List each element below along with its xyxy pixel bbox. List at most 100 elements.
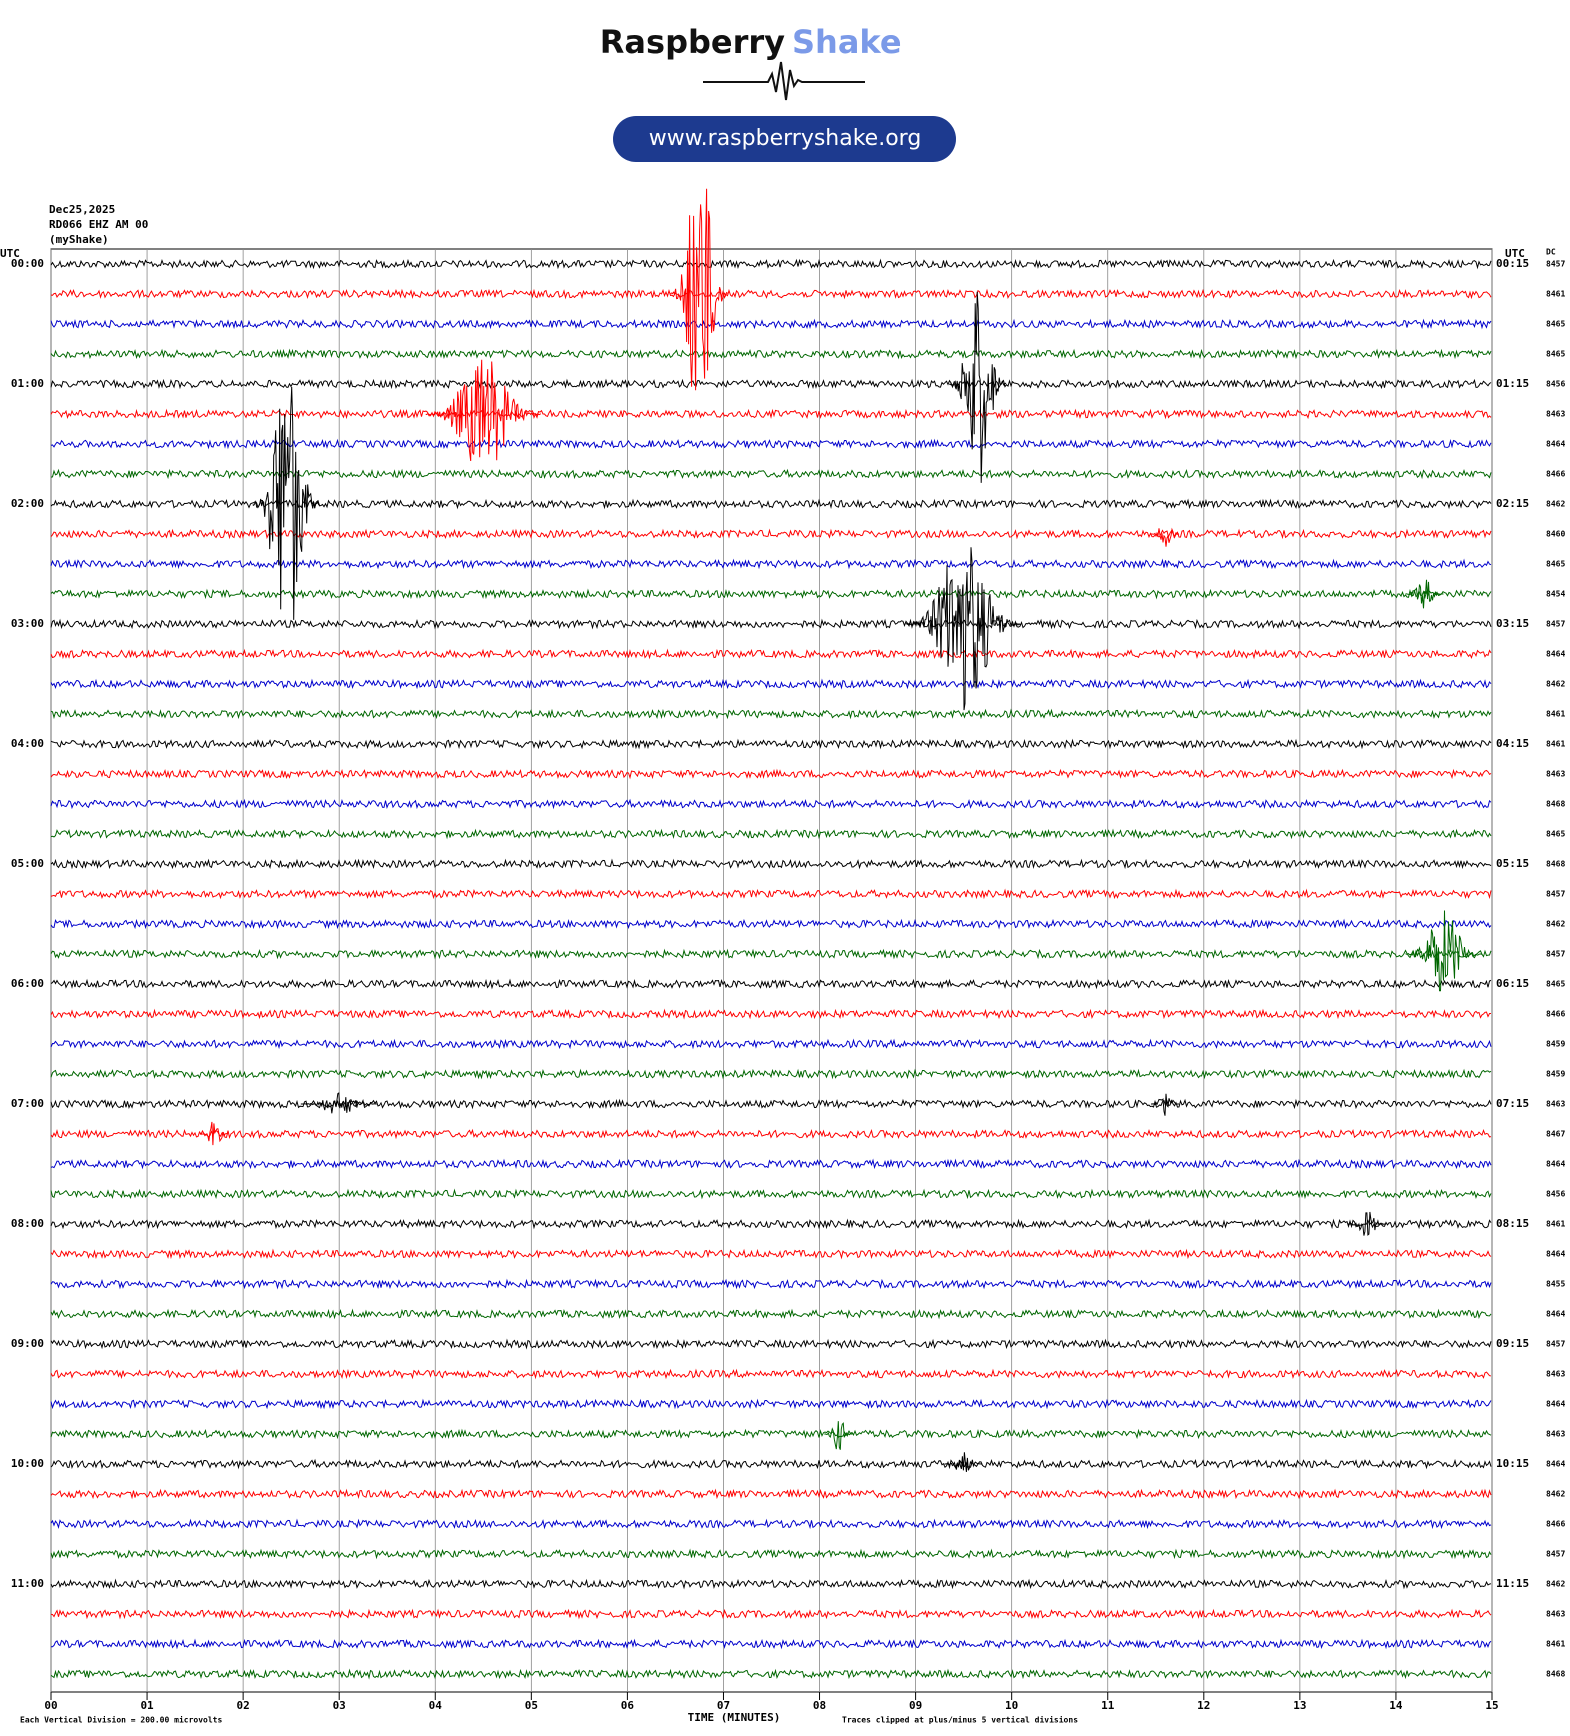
trace	[50, 1188, 1492, 1200]
trace	[50, 1218, 1492, 1230]
x-tick-label: 05	[525, 1699, 538, 1712]
hour-label: 11:00	[11, 1577, 44, 1590]
hour-end-label: 01:15	[1496, 377, 1529, 390]
brand-right: Shake	[792, 23, 902, 61]
url-pill	[613, 116, 956, 162]
x-tick-label: 14	[1389, 1699, 1403, 1712]
hour-end-label: 04:15	[1496, 737, 1529, 750]
seismic-event	[905, 547, 1022, 711]
hour-label: 02:00	[11, 497, 44, 510]
hour-label: 09:00	[11, 1337, 44, 1350]
dc-value: 8457	[1546, 260, 1565, 269]
seismic-event	[949, 291, 1007, 483]
x-tick-label: 10	[1005, 1699, 1018, 1712]
seismic-event	[252, 386, 320, 620]
trace	[50, 888, 1492, 900]
dc-value: 8461	[1546, 740, 1565, 749]
trace	[50, 948, 1492, 960]
dc-value: 8462	[1546, 680, 1565, 689]
dc-value: 8465	[1546, 560, 1565, 569]
trace	[50, 1128, 1492, 1140]
trace	[50, 558, 1492, 570]
x-tick-label: 12	[1197, 1699, 1210, 1712]
dc-value: 8461	[1546, 1640, 1565, 1649]
hour-end-label: 07:15	[1496, 1097, 1529, 1110]
trace	[50, 1278, 1492, 1290]
hour-end-label: 08:15	[1496, 1217, 1529, 1230]
x-tick-label: 13	[1293, 1699, 1306, 1712]
trace	[50, 1578, 1492, 1590]
dc-value: 8465	[1546, 980, 1565, 989]
dc-value: 8464	[1546, 1400, 1565, 1409]
dc-value: 8454	[1546, 590, 1565, 599]
dc-value: 8462	[1546, 1490, 1565, 1499]
dc-value: 8457	[1546, 950, 1565, 959]
dc-value: 8457	[1546, 1550, 1565, 1559]
hour-end-label: 03:15	[1496, 617, 1529, 630]
hour-end-label: 09:15	[1496, 1337, 1529, 1350]
seismic-event	[199, 1121, 229, 1146]
trace	[50, 1158, 1492, 1170]
trace	[50, 1008, 1491, 1020]
x-tick-label: 03	[333, 1699, 346, 1712]
dc-value: 8463	[1546, 1430, 1565, 1439]
trace	[50, 678, 1492, 690]
x-tick-label: 01	[140, 1699, 154, 1712]
dc-value: 8459	[1546, 1070, 1565, 1079]
hour-end-label: 10:15	[1496, 1457, 1529, 1470]
hour-label: 08:00	[11, 1217, 44, 1230]
dc-value: 8464	[1546, 650, 1565, 659]
x-tick-label: 02	[237, 1699, 250, 1712]
seismic-event	[1347, 1211, 1386, 1236]
trace	[50, 1338, 1492, 1350]
dc-value: 8463	[1546, 1370, 1565, 1379]
hour-label: 05:00	[11, 857, 44, 870]
trace	[50, 708, 1492, 720]
trace	[50, 528, 1492, 540]
x-tick-label: 07	[717, 1699, 730, 1712]
dc-value: 8464	[1546, 440, 1565, 449]
dc-value: 8459	[1546, 1040, 1565, 1049]
trace	[50, 828, 1492, 840]
trace	[50, 1608, 1492, 1620]
dc-value: 8461	[1546, 1220, 1565, 1229]
dc-value: 8463	[1546, 1100, 1565, 1109]
dc-value: 8463	[1546, 1610, 1565, 1619]
seismic-event	[1150, 527, 1180, 547]
network: (myShake)	[49, 233, 109, 246]
trace	[50, 1308, 1492, 1320]
footer-left: Each Vertical Division = 200.00 microvol…	[20, 1715, 222, 1725]
seismic-event	[824, 1421, 853, 1450]
seismic-event	[1150, 1093, 1179, 1116]
trace	[50, 738, 1492, 750]
dc-title: DC	[1546, 248, 1556, 257]
dc-value: 8468	[1546, 800, 1565, 809]
hour-label: 04:00	[11, 737, 44, 750]
hour-label: 01:00	[11, 377, 44, 390]
dc-value: 8457	[1546, 890, 1565, 899]
url: www.raspberryshake.org	[649, 126, 922, 151]
seismic-event	[300, 1092, 377, 1114]
dc-value: 8462	[1546, 920, 1565, 929]
x-tick-label: 15	[1485, 1699, 1498, 1712]
dc-value: 8462	[1546, 1580, 1565, 1589]
dc-value: 8456	[1546, 380, 1565, 389]
dc-value: 8468	[1546, 1670, 1565, 1679]
trace	[50, 1248, 1492, 1260]
trace	[50, 1518, 1492, 1530]
trace	[50, 1668, 1492, 1680]
dc-value: 8467	[1546, 1130, 1565, 1139]
x-tick-label: 04	[429, 1699, 443, 1712]
dc-value: 8463	[1546, 410, 1565, 419]
hour-label: 07:00	[11, 1097, 44, 1110]
dc-value: 8464	[1546, 1160, 1565, 1169]
dc-value: 8461	[1546, 710, 1565, 719]
seismic-event	[1405, 910, 1482, 992]
trace	[50, 1548, 1492, 1560]
trace	[50, 1458, 1492, 1470]
footer-right: Traces clipped at plus/minus 5 vertical …	[842, 1715, 1078, 1725]
trace	[50, 318, 1492, 330]
x-tick-label: 11	[1101, 1699, 1115, 1712]
trace	[50, 918, 1492, 930]
